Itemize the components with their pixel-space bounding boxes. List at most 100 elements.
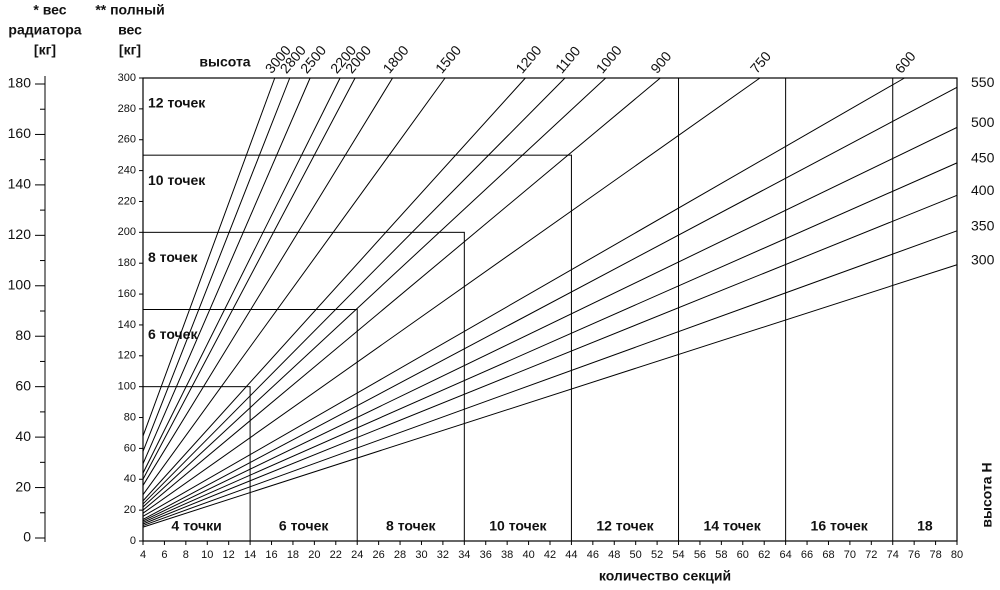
x-tick-label: 54	[672, 549, 684, 561]
zone-label: 6 точек	[279, 518, 329, 534]
x-tick-label: 26	[373, 549, 385, 561]
series-line	[142, 77, 276, 437]
x-tick-label: 74	[887, 549, 899, 561]
height-label: 400	[971, 182, 995, 198]
zone-label: 10 точек	[148, 172, 206, 188]
height-label: 350	[971, 217, 995, 233]
zone-label: 16 точек	[811, 518, 869, 534]
series-line	[142, 162, 958, 523]
left-tick-label: 180	[8, 75, 32, 91]
zone-label: 8 точек	[386, 518, 436, 534]
y-tick-label: 260	[118, 134, 136, 146]
series-line	[142, 77, 526, 502]
y-tick-label: 300	[118, 72, 136, 84]
left-tick-label: 20	[15, 478, 31, 494]
x-tick-label: 50	[630, 549, 642, 561]
height-label: 600	[891, 48, 918, 76]
series-line	[142, 126, 958, 522]
zone-label: 12 точек	[148, 95, 206, 111]
x-tick-label: 48	[608, 549, 620, 561]
y-tick-label: 200	[118, 226, 136, 238]
height-label: 500	[971, 114, 995, 130]
left-tick-label: 80	[15, 327, 31, 343]
height-label: 550	[971, 74, 995, 90]
series-line	[142, 77, 607, 508]
left-axis-title: радиатора	[8, 22, 81, 38]
zone-label: 12 точек	[596, 518, 654, 534]
x-tick-label: 20	[308, 549, 320, 561]
left-tick-label: 60	[15, 377, 31, 393]
series-line	[142, 77, 761, 514]
x-tick-label: 62	[758, 549, 770, 561]
x-tick-label: 42	[544, 549, 556, 561]
height-label: 1200	[512, 42, 544, 76]
left-axis-title: * вес	[33, 2, 66, 18]
x-tick-label: 8	[183, 549, 189, 561]
series-line	[142, 77, 661, 511]
y-tick-label: 60	[124, 442, 136, 454]
x-tick-label: 18	[287, 549, 299, 561]
y-tick-label: 100	[118, 381, 136, 393]
height-label: 1800	[379, 42, 411, 76]
series-line	[142, 77, 446, 495]
height-label: высота	[199, 54, 250, 70]
height-label: 300	[971, 251, 995, 267]
series-line	[142, 230, 958, 527]
x-tick-label: 68	[822, 549, 834, 561]
x-tick-label: 36	[480, 549, 492, 561]
y-tick-label: 40	[124, 473, 136, 485]
series-line	[142, 77, 905, 517]
plot-frame	[142, 77, 958, 542]
right-title: высота H	[979, 462, 995, 527]
left-tick-label: 0	[23, 529, 31, 545]
series-line	[142, 77, 356, 480]
x-tick-label: 44	[565, 549, 577, 561]
zone-label: 14 точек	[703, 518, 761, 534]
left-tick-label: 120	[8, 226, 32, 242]
height-label: 1000	[593, 42, 625, 76]
x-tick-label: 6	[161, 549, 167, 561]
x-tick-label: 10	[201, 549, 213, 561]
left-tick-label: 160	[8, 125, 32, 141]
y-tick-label: 280	[118, 103, 136, 115]
x-tick-label: 30	[415, 549, 427, 561]
zone-label: 10 точек	[489, 518, 547, 534]
y-tick-label: 120	[118, 350, 136, 362]
left-axis-title: [кг]	[34, 42, 56, 58]
x-tick-label: 80	[951, 549, 963, 561]
x-tick-label: 4	[140, 549, 146, 561]
series-line	[142, 194, 958, 525]
height-label: 1100	[552, 43, 584, 77]
x-tick-label: 14	[244, 549, 256, 561]
y-tick-label: 240	[118, 165, 136, 177]
series-line	[142, 77, 341, 474]
x-tick-label: 64	[780, 549, 792, 561]
y-tick-label: 180	[118, 257, 136, 269]
series-line	[142, 264, 958, 528]
x-tick-label: 60	[737, 549, 749, 561]
series-line	[142, 86, 958, 520]
y-tick-label: 20	[124, 504, 136, 516]
x-tick-label: 58	[715, 549, 727, 561]
zone-label: 18	[917, 518, 933, 534]
series-line	[142, 77, 393, 486]
x-tick-label: 22	[330, 549, 342, 561]
y-tick-label: 80	[124, 411, 136, 423]
series-line	[142, 77, 291, 452]
y-tick-label: 0	[130, 535, 136, 547]
y-axis-title: ** полный	[95, 2, 164, 18]
x-tick-label: 12	[223, 549, 235, 561]
left-tick-label: 140	[8, 176, 32, 192]
x-tick-label: 52	[651, 549, 663, 561]
x-tick-label: 46	[587, 549, 599, 561]
x-tick-label: 34	[458, 549, 470, 561]
left-tick-label: 40	[15, 428, 31, 444]
x-tick-label: 40	[522, 549, 534, 561]
height-label: 900	[647, 48, 674, 76]
zone-label: 4 точки	[171, 518, 221, 534]
x-tick-label: 76	[908, 549, 920, 561]
y-tick-label: 140	[118, 319, 136, 331]
zone-label: 8 точек	[148, 249, 198, 265]
x-tick-label: 38	[501, 549, 513, 561]
